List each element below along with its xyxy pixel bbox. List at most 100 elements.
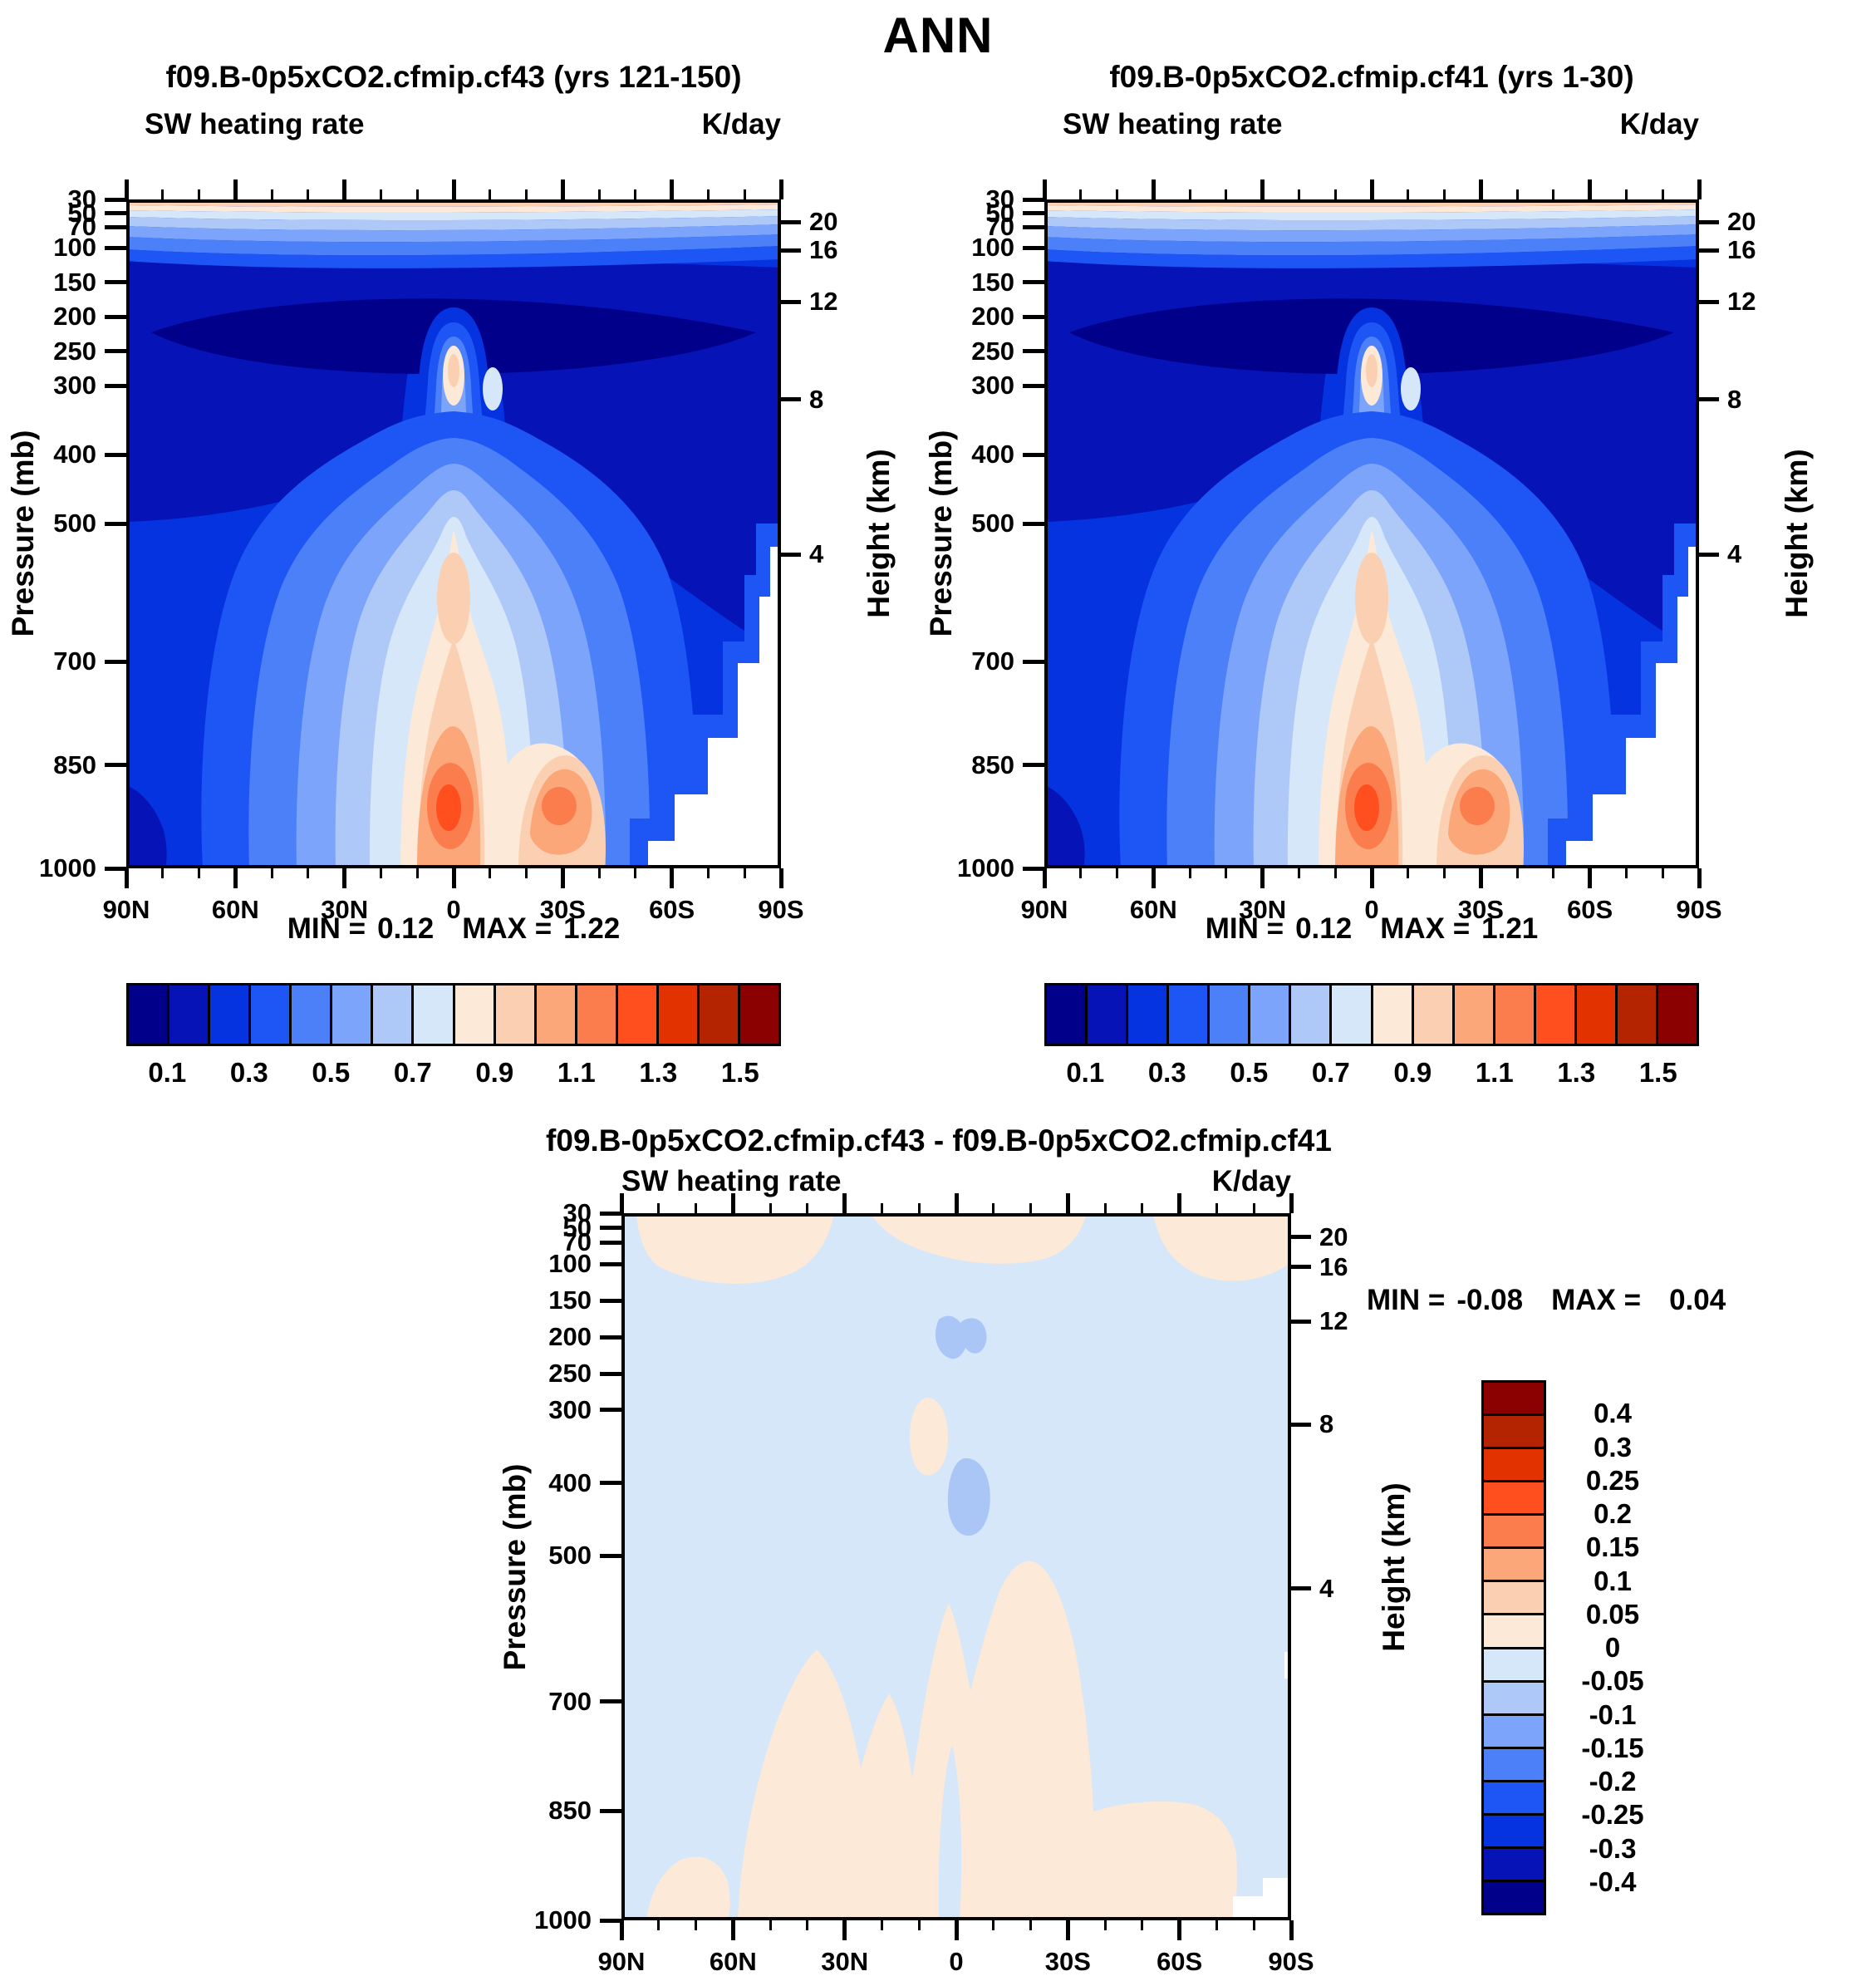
colorbar-cell <box>1454 986 1495 1044</box>
lat-tick <box>1297 189 1300 199</box>
lat-tick <box>1065 1920 1070 1940</box>
lat-tick <box>161 868 165 878</box>
pressure-tick <box>600 1808 621 1813</box>
lat-tick <box>270 189 273 199</box>
height-tick-label: 8 <box>809 384 824 414</box>
lat-tick <box>1661 189 1664 199</box>
colorbar-tick-label: 0.5 <box>1230 1057 1269 1088</box>
pressure-tick-label: 150 <box>548 1285 592 1315</box>
colorbar-cell <box>1657 986 1697 1044</box>
lat-tick <box>769 1203 772 1213</box>
lat-tick <box>842 1920 847 1940</box>
colorbar-cell <box>1617 986 1658 1044</box>
diff-colorbar-tick-label: 0.05 <box>1585 1598 1640 1630</box>
height-tick-label: 16 <box>1319 1251 1348 1281</box>
lat-tick <box>270 868 273 878</box>
lat-tick <box>1552 189 1555 199</box>
lat-tick <box>1697 868 1702 888</box>
colorbar-tick-label: 1.3 <box>1557 1057 1596 1088</box>
lat-tick <box>992 1203 995 1213</box>
pressure-tick <box>1023 280 1044 285</box>
lat-tick <box>778 179 783 199</box>
colorbar-cell <box>1535 986 1577 1044</box>
panel3-height-axis-label: Height (km) <box>1377 1482 1411 1652</box>
panel1-min-value: 0.12 <box>377 912 435 945</box>
colorbar-cell <box>1332 986 1373 1044</box>
pressure-tick-label: 1000 <box>39 853 96 882</box>
lat-tick-label: 60N <box>709 1947 757 1976</box>
lat-tick <box>743 189 746 199</box>
pressure-tick-label: 250 <box>548 1359 592 1388</box>
lat-tick <box>560 179 565 199</box>
lat-tick-label: 0 <box>446 895 461 924</box>
diff-colorbar-cell <box>1484 1848 1544 1882</box>
panel2-title: f09.B-0p5xCO2.cfmip.cf41 (yrs 1-30) <box>1109 60 1634 94</box>
panel3-variable-label: SW heating rate <box>621 1165 842 1197</box>
pressure-tick <box>600 1240 621 1245</box>
height-tick <box>1291 1235 1311 1240</box>
height-tick <box>1291 1319 1311 1324</box>
pressure-tick <box>1023 197 1044 202</box>
pressure-tick <box>105 197 126 202</box>
pressure-tick-label: 50 <box>67 198 96 228</box>
lat-tick <box>1515 868 1519 878</box>
height-tick-label: 4 <box>1319 1573 1334 1603</box>
height-tick-label: 4 <box>1727 539 1742 569</box>
colorbar-tick-label: 1.1 <box>557 1057 596 1088</box>
pressure-tick <box>600 1226 621 1231</box>
lat-tick <box>560 868 565 888</box>
colorbar-cell <box>1047 986 1088 1044</box>
lat-tick <box>379 868 382 878</box>
diff-colorbar-tick-label: 0.15 <box>1585 1531 1640 1563</box>
diff-colorbar-cell <box>1484 1482 1544 1516</box>
lat-tick <box>379 189 382 199</box>
pressure-tick-label: 850 <box>53 750 96 779</box>
pressure-tick <box>105 763 126 767</box>
pressure-tick <box>1023 452 1044 457</box>
pressure-tick <box>105 521 126 526</box>
colorbar-cell <box>292 986 333 1044</box>
colorbar-cell <box>699 986 740 1044</box>
lat-tick <box>634 189 637 199</box>
diff-colorbar <box>1481 1380 1546 1915</box>
height-tick-label: 20 <box>1319 1222 1348 1251</box>
lat-tick <box>917 1920 921 1930</box>
lat-tick <box>657 1920 661 1930</box>
colorbar-tick-label: 1.3 <box>639 1057 678 1088</box>
pressure-tick-label: 300 <box>53 371 96 401</box>
pressure-tick <box>600 1335 621 1340</box>
colorbar-tick-label: 1.5 <box>720 1057 759 1088</box>
lat-tick <box>489 868 492 878</box>
pressure-tick-label: 100 <box>53 233 96 263</box>
pressure-tick <box>600 1408 621 1413</box>
lat-tick <box>1297 868 1300 878</box>
panel1-min-label: MIN = <box>287 912 366 945</box>
pressure-tick <box>1023 224 1044 229</box>
height-tick <box>1291 1265 1311 1270</box>
colorbar-cell <box>1291 986 1333 1044</box>
lat-tick <box>1252 1203 1255 1213</box>
pressure-tick <box>1023 383 1044 388</box>
lat-tick <box>233 868 238 888</box>
height-tick-label: 12 <box>809 287 838 317</box>
colorbar-tick-label: 0.5 <box>312 1057 351 1088</box>
lat-tick-label: 30N <box>1239 895 1287 924</box>
lat-tick <box>1443 868 1446 878</box>
pressure-tick <box>600 1918 621 1923</box>
lat-tick <box>1661 868 1664 878</box>
pressure-tick <box>1023 866 1044 871</box>
pressure-tick-label: 400 <box>971 440 1014 469</box>
lat-tick <box>1151 179 1156 199</box>
lat-tick-label: 90N <box>597 1947 646 1976</box>
lat-tick-label: 90S <box>1676 895 1722 924</box>
lat-tick <box>1215 1203 1218 1213</box>
lat-tick <box>634 868 637 878</box>
colorbar-tick-label: 0.7 <box>1311 1057 1350 1088</box>
pressure-tick <box>1023 245 1044 250</box>
pressure-tick-label: 850 <box>548 1796 592 1826</box>
colorbar-tick-label: 0.9 <box>475 1057 514 1088</box>
panel2-frame <box>1044 199 1699 868</box>
diff-colorbar-tick-label: -0.25 <box>1581 1799 1644 1831</box>
colorbar-tick-label: 0.9 <box>1393 1057 1432 1088</box>
panel1-subheader: SW heating rate K/day <box>126 108 781 141</box>
